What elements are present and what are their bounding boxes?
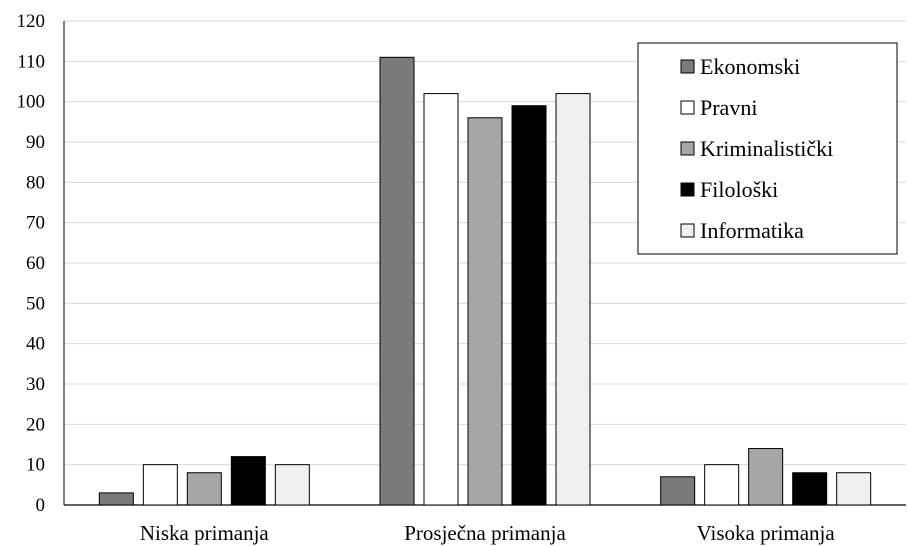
bar (379, 56, 415, 506)
bar (230, 456, 266, 506)
legend-swatch (680, 223, 695, 238)
category-label: Prosječna primanja (404, 521, 566, 545)
bar (98, 492, 134, 506)
y-tick-label: 60 (26, 253, 45, 274)
legend-label: Informatika (700, 218, 804, 243)
y-tick-label: 40 (26, 334, 45, 355)
legend-label: Filološki (700, 177, 778, 202)
legend-swatch (680, 141, 695, 156)
bar (792, 472, 828, 506)
bar (555, 93, 591, 506)
bars (98, 56, 872, 506)
legend-label: Pravni (700, 95, 757, 120)
y-tick-label: 120 (17, 11, 46, 32)
bar (836, 472, 872, 506)
category-label: Niska primanja (140, 521, 270, 545)
legend: Ekonomski Pravni Kriminalistički Filološki I… (637, 42, 898, 255)
bar (748, 448, 784, 506)
bar (186, 472, 222, 506)
y-tick-label: 0 (36, 495, 46, 516)
legend-label: Ekonomski (700, 54, 800, 79)
bar (704, 464, 740, 506)
bar (467, 117, 503, 506)
y-tick-labels: 0 10 20 30 40 50 60 70 80 90 100 110 120 (17, 11, 46, 516)
y-tick-label: 100 (17, 92, 46, 113)
bar (511, 105, 547, 506)
category-labels: Niska primanja Prosječna primanja Visoka p… (140, 521, 836, 545)
legend-swatch (680, 59, 695, 74)
y-tick-label: 80 (26, 172, 45, 193)
y-tick-label: 10 (26, 455, 45, 476)
category-label: Visoka primanja (697, 521, 836, 545)
y-tick-label: 70 (26, 213, 45, 234)
bar (423, 93, 459, 506)
y-tick-label: 30 (26, 374, 45, 395)
y-tick-label: 50 (26, 293, 45, 314)
bar (142, 464, 178, 506)
legend-label: Kriminalistički (700, 136, 833, 161)
y-tick-label: 20 (26, 414, 45, 435)
legend-swatch (680, 100, 695, 115)
legend-swatch (680, 182, 695, 197)
y-tick-label: 110 (17, 51, 45, 72)
bar (660, 476, 696, 506)
bar (274, 464, 310, 506)
y-tick-label: 90 (26, 132, 45, 153)
